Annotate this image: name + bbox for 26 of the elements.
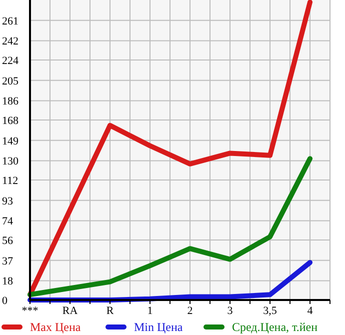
y-tick-label: 168 bbox=[2, 115, 19, 127]
y-tick-label: 149 bbox=[2, 135, 19, 148]
x-tick-label: 4 bbox=[307, 305, 314, 317]
y-tick-label: 261 bbox=[2, 15, 18, 28]
y-tick-label: 205 bbox=[2, 75, 19, 88]
legend-label: Min Цена bbox=[134, 320, 184, 334]
x-tick-label: 3 bbox=[227, 305, 234, 317]
y-tick-label: 56 bbox=[2, 235, 14, 247]
y-tick-label: 74 bbox=[2, 216, 14, 228]
legend-label: Сред.Цена, т.йен bbox=[232, 320, 318, 334]
x-tick-label: *** bbox=[22, 305, 38, 317]
legend-label: Max Цена bbox=[30, 320, 82, 334]
x-tick-label: 3,5 bbox=[263, 305, 278, 317]
y-tick-label: 112 bbox=[2, 175, 18, 187]
y-tick-label: 242 bbox=[2, 36, 18, 48]
y-tick-label: 186 bbox=[2, 96, 19, 108]
y-tick-label: 130 bbox=[2, 156, 19, 168]
y-tick-label: 37 bbox=[2, 255, 14, 268]
x-tick-label: 2 bbox=[187, 305, 193, 317]
y-tick-label: 0 bbox=[2, 295, 8, 307]
x-tick-label: R bbox=[106, 305, 114, 317]
x-tick-label: RA bbox=[62, 305, 78, 317]
y-tick-label: 18 bbox=[2, 276, 14, 288]
x-tick-label: 1 bbox=[147, 305, 153, 317]
y-tick-label: 93 bbox=[2, 195, 14, 208]
y-tick-label: 224 bbox=[2, 55, 19, 67]
